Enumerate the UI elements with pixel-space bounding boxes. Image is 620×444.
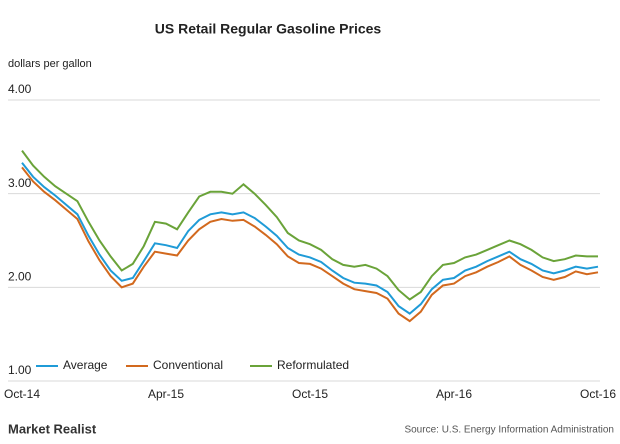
line [21, 166, 599, 323]
legend-label: Average [63, 358, 108, 372]
x-tick-label: Oct-16 [580, 387, 616, 401]
line [21, 150, 598, 301]
y-axis-label: dollars per gallon [8, 58, 92, 70]
x-tick-label: Apr-15 [148, 387, 184, 401]
y-tick-label: 1.00 [8, 363, 32, 377]
y-tick-label: 4.00 [8, 82, 32, 96]
x-tick-label: Apr-16 [436, 387, 472, 401]
chart-title: US Retail Regular Gasoline Prices [155, 21, 382, 37]
x-tick-label: Oct-15 [292, 387, 328, 401]
brand: Market Realist [8, 421, 97, 436]
legend-label: Conventional [153, 358, 223, 372]
y-tick-label: 2.00 [8, 270, 32, 284]
line [21, 162, 599, 315]
y-tick-label: 3.00 [8, 176, 32, 190]
source: Source: U.S. Energy Information Administ… [404, 425, 614, 436]
x-tick-label: Oct-14 [4, 387, 40, 401]
legend-label: Reformulated [277, 358, 349, 372]
